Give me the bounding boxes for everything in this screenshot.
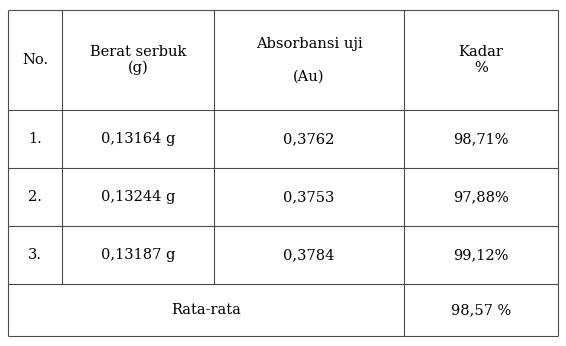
Text: Kadar
%: Kadar %	[458, 45, 503, 75]
Text: 99,12%: 99,12%	[453, 248, 509, 262]
Text: 0,13187 g: 0,13187 g	[101, 248, 175, 262]
Text: 0,13164 g: 0,13164 g	[101, 132, 175, 146]
Text: Absorbansi uji

(Au): Absorbansi uji (Au)	[256, 37, 362, 83]
Text: 2.: 2.	[28, 190, 42, 204]
Text: No.: No.	[22, 53, 48, 67]
Text: 98,71%: 98,71%	[453, 132, 509, 146]
Text: 3.: 3.	[28, 248, 42, 262]
Text: 0,3784: 0,3784	[284, 248, 335, 262]
Text: 98,57 %: 98,57 %	[451, 303, 511, 317]
Text: 0,13244 g: 0,13244 g	[101, 190, 175, 204]
Text: 97,88%: 97,88%	[453, 190, 509, 204]
Text: Rata-rata: Rata-rata	[171, 303, 241, 317]
Text: 1.: 1.	[28, 132, 42, 146]
Text: 0,3753: 0,3753	[284, 190, 335, 204]
Text: 0,3762: 0,3762	[284, 132, 335, 146]
Text: Berat serbuk
(g): Berat serbuk (g)	[90, 45, 186, 75]
